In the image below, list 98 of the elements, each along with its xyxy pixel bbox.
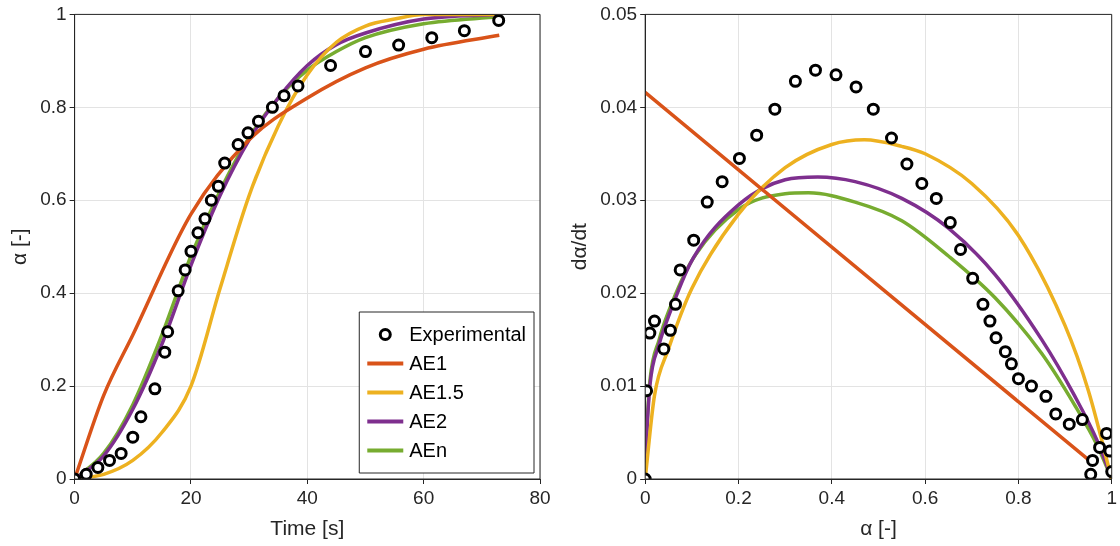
x-axis-title: Time [s] (270, 516, 345, 540)
point (211, 179, 225, 193)
y-tick-label: 0 (56, 467, 67, 489)
point (1062, 417, 1076, 431)
point (204, 193, 218, 207)
point (114, 446, 128, 460)
point (492, 14, 506, 27)
x-tick-label: 0.2 (725, 486, 752, 508)
point (648, 314, 662, 328)
point (392, 38, 406, 52)
point (900, 157, 914, 171)
point (976, 297, 990, 311)
point (425, 31, 439, 45)
point (1024, 379, 1038, 393)
point (1084, 467, 1098, 479)
legend-label: Experimental (409, 323, 526, 346)
y-tick-label: 0.03 (600, 188, 638, 210)
point (324, 59, 338, 73)
point (291, 79, 305, 93)
y-tick-label: 0.4 (40, 281, 68, 303)
point (134, 410, 148, 424)
legend-label: AE2 (409, 410, 448, 433)
y-axis-title: dα/dt (567, 222, 591, 271)
point (1039, 389, 1053, 403)
point (715, 175, 729, 189)
x-tick-label: 80 (529, 486, 551, 508)
legend-label: AE1.5 (409, 381, 464, 404)
point (673, 263, 687, 277)
point (687, 233, 701, 247)
point (148, 382, 162, 396)
point (358, 45, 372, 59)
point (241, 126, 255, 140)
point (829, 68, 843, 82)
x-axis-title: α [-] (860, 516, 897, 540)
point (198, 212, 212, 226)
point (277, 89, 291, 103)
y-tick-label: 0.02 (600, 281, 638, 303)
point (1004, 357, 1018, 371)
point (251, 114, 265, 128)
y-tick-label: 0.6 (40, 188, 67, 210)
y-tick-label: 0.01 (600, 374, 638, 396)
point (808, 63, 822, 77)
point (1086, 453, 1100, 467)
x-tick-label: 1 (1106, 486, 1118, 508)
x-tick-label: 0.6 (911, 486, 939, 508)
y-tick-label: 0.04 (600, 95, 638, 117)
x-tick-label: 20 (180, 486, 202, 508)
point (171, 284, 185, 298)
x-tick-label: 40 (296, 486, 318, 508)
y-tick-label: 0.8 (40, 95, 67, 117)
point (1011, 372, 1025, 386)
point (184, 244, 198, 258)
point (126, 430, 140, 444)
point (866, 102, 880, 116)
point (178, 263, 192, 277)
point (663, 323, 677, 337)
point (191, 226, 205, 240)
point (218, 156, 232, 170)
y-tick-label: 1 (56, 2, 67, 24)
point (915, 177, 929, 191)
point (954, 242, 968, 256)
legend-label: AE1 (409, 352, 448, 375)
point (943, 216, 957, 230)
point (645, 326, 657, 340)
point (91, 460, 105, 474)
point (103, 453, 117, 467)
y-tick-label: 0.2 (40, 374, 67, 396)
point (158, 345, 172, 359)
point (700, 195, 714, 209)
point (1093, 440, 1107, 454)
point (669, 297, 682, 311)
point (849, 80, 863, 94)
y-tick-label: 0 (626, 467, 638, 489)
point (929, 191, 943, 205)
point (989, 331, 1003, 345)
point (231, 137, 245, 151)
point (457, 24, 471, 38)
point (1049, 407, 1063, 421)
point (750, 128, 764, 142)
point (657, 342, 671, 356)
point (265, 100, 279, 114)
point (998, 345, 1012, 359)
point (983, 314, 997, 328)
point (161, 325, 175, 339)
point (768, 102, 782, 116)
point (788, 74, 802, 88)
point (966, 271, 980, 285)
y-tick-label: 0.05 (600, 2, 638, 24)
legend-label: AEn (409, 439, 448, 462)
point (1100, 426, 1112, 440)
y-axis-title: α [-] (7, 228, 31, 266)
x-tick-label: 60 (413, 486, 435, 508)
point (1075, 413, 1089, 427)
x-tick-label: 0.8 (1005, 486, 1032, 508)
point (732, 151, 746, 165)
x-tick-label: 0.4 (818, 486, 846, 508)
point (79, 467, 93, 479)
point (885, 131, 899, 145)
